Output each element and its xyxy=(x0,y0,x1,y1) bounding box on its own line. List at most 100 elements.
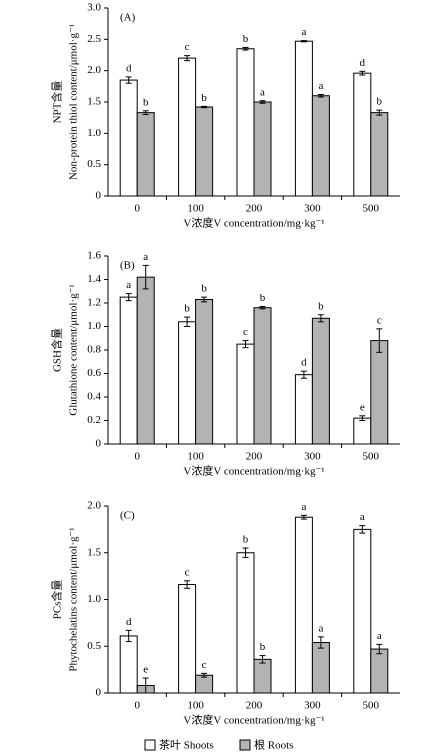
significance-letter: c xyxy=(202,659,207,671)
x-tick-label: 200 xyxy=(246,700,263,712)
error-bar xyxy=(184,580,191,589)
significance-letter: c xyxy=(185,566,190,578)
error-bar xyxy=(300,514,307,520)
significance-letter: b xyxy=(201,283,207,295)
x-tick-label: 300 xyxy=(304,203,321,215)
significance-letter: e xyxy=(143,664,148,676)
x-tick-label: 0 xyxy=(134,451,140,463)
significance-letter: b xyxy=(260,641,266,653)
significance-letter: b xyxy=(377,96,383,108)
x-tick-label: 500 xyxy=(363,700,380,712)
bar xyxy=(253,307,272,445)
y-axis-label: Phytochelatins content/μmol·g⁻¹ xyxy=(68,527,80,671)
error-bar xyxy=(376,643,383,655)
panel-title: (A) xyxy=(120,12,136,24)
x-tick-label: 0 xyxy=(134,203,140,215)
y-tick-label: 1.4 xyxy=(87,273,101,285)
x-tick-label: 200 xyxy=(246,203,263,215)
y-tick-label: 1.0 xyxy=(87,593,101,605)
error-bar xyxy=(317,636,324,649)
significance-letter: b xyxy=(201,92,207,104)
legend-label: 根 Roots xyxy=(254,738,293,752)
error-bar xyxy=(142,677,149,694)
y-tick-label: 0 xyxy=(96,438,102,450)
significance-letter: b xyxy=(318,300,324,312)
error-bar xyxy=(142,264,149,290)
panel-title: (B) xyxy=(120,260,135,272)
bar xyxy=(178,584,197,694)
x-tick-label: 100 xyxy=(187,700,204,712)
significance-letter: b xyxy=(243,534,249,546)
x-tick-label: 300 xyxy=(304,451,321,463)
error-bar xyxy=(125,629,132,643)
error-bar xyxy=(142,110,149,116)
x-tick-label: 500 xyxy=(363,203,380,215)
bar xyxy=(353,528,372,694)
bar xyxy=(119,79,138,197)
bar xyxy=(311,95,330,197)
y-axis-label: NPT含量 xyxy=(50,81,64,124)
y-tick-label: 2.5 xyxy=(87,33,101,45)
y-tick-label: 0.4 xyxy=(87,391,101,403)
error-bar xyxy=(184,55,191,62)
x-axis-label: V浓度V concentration/mg·kg⁻¹ xyxy=(183,464,324,478)
significance-letter: d xyxy=(360,57,366,69)
y-tick-label: 1.6 xyxy=(87,250,101,262)
significance-letter: a xyxy=(377,630,382,642)
significance-letter: c xyxy=(243,326,248,338)
y-tick-label: 0.8 xyxy=(87,344,101,356)
error-bar xyxy=(125,293,132,302)
significance-letter: a xyxy=(260,86,265,98)
y-tick-label: 0.5 xyxy=(87,640,101,652)
significance-letter: b xyxy=(260,292,266,304)
bar xyxy=(253,658,272,694)
x-tick-label: 0 xyxy=(134,700,140,712)
x-tick-label: 300 xyxy=(304,700,321,712)
bar xyxy=(236,48,255,197)
bar xyxy=(294,40,313,197)
bar xyxy=(136,112,155,197)
error-bar xyxy=(300,370,307,379)
y-tick-label: 1.0 xyxy=(87,320,101,332)
bar xyxy=(119,296,138,445)
significance-letter: a xyxy=(318,80,323,92)
significance-letter: a xyxy=(143,251,148,263)
y-tick-label: 1.0 xyxy=(87,127,101,139)
legend-swatch xyxy=(144,739,156,751)
y-tick-label: 2.0 xyxy=(87,500,101,512)
bar xyxy=(294,374,313,445)
significance-letter: b xyxy=(243,33,249,45)
bar xyxy=(294,516,313,694)
error-bar xyxy=(317,314,324,323)
y-tick-label: 0.5 xyxy=(87,158,101,170)
y-tick-label: 2.0 xyxy=(87,64,101,76)
error-bar xyxy=(201,296,208,303)
x-tick-label: 200 xyxy=(246,451,263,463)
significance-letter: d xyxy=(126,616,132,628)
error-bar xyxy=(125,76,132,84)
error-bar xyxy=(201,672,208,678)
error-bar xyxy=(259,306,266,310)
y-tick-label: 1.5 xyxy=(87,546,101,558)
significance-letter: c xyxy=(185,41,190,53)
legend-swatch xyxy=(239,739,251,751)
panel-title: (C) xyxy=(120,510,135,522)
error-bar xyxy=(259,655,266,664)
bar xyxy=(236,343,255,445)
y-tick-label: 0 xyxy=(96,190,102,202)
bar xyxy=(353,72,372,197)
y-tick-label: 1.2 xyxy=(87,297,101,309)
bar xyxy=(119,635,138,694)
bar xyxy=(178,57,197,197)
y-axis-label: GSH含量 xyxy=(50,328,64,372)
bar xyxy=(311,317,330,445)
bar xyxy=(311,642,330,694)
error-bar xyxy=(300,40,307,43)
y-tick-label: 1.5 xyxy=(87,96,101,108)
significance-letter: d xyxy=(126,62,132,74)
significance-letter: c xyxy=(377,314,382,326)
significance-letter: a xyxy=(301,26,306,38)
significance-letter: a xyxy=(360,511,365,523)
bar xyxy=(195,674,214,694)
significance-letter: e xyxy=(360,401,365,413)
